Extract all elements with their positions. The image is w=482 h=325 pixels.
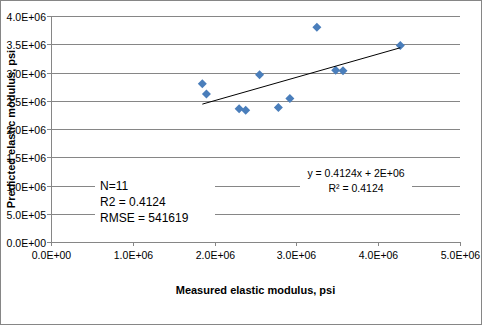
- x-axis: [51, 242, 460, 243]
- grid-line: [51, 73, 460, 74]
- data-point: [202, 89, 211, 98]
- grid-line: [51, 129, 460, 130]
- grid-line: [51, 242, 460, 243]
- y-axis: [51, 16, 52, 242]
- y-tick: [47, 186, 51, 187]
- x-tick-label: 1.0E+06: [114, 249, 154, 261]
- data-point: [255, 70, 264, 79]
- x-tick-label: 3.0E+06: [277, 249, 317, 261]
- y-tick: [47, 157, 51, 158]
- data-point: [241, 106, 250, 115]
- y-tick-label: 5.0E+05: [7, 209, 47, 221]
- y-tick: [47, 101, 51, 102]
- equation-box: [300, 164, 412, 196]
- x-tick-label: 0.0E+00: [32, 249, 72, 261]
- annotation: y = 0.4124x + 2E+06: [307, 167, 404, 179]
- data-point: [274, 103, 283, 112]
- data-point: [312, 23, 321, 32]
- annotation: N=11: [100, 179, 128, 193]
- x-tick-label: 2.0E+06: [196, 249, 236, 261]
- annotation: R2 = 0.4124: [100, 195, 166, 209]
- y-tick-label: 3.5E+06: [7, 39, 47, 51]
- x-tick-label: 5.0E+06: [441, 249, 481, 261]
- x-tick-label: 4.0E+06: [359, 249, 399, 261]
- chart: 0.0E+005.0E+051.0E+061.5E+062.0E+062.5E+…: [0, 0, 482, 325]
- y-tick: [47, 73, 51, 74]
- data-point: [198, 79, 207, 88]
- annotation: R² = 0.4124: [328, 182, 383, 194]
- y-tick: [47, 214, 51, 215]
- trendline: [202, 48, 400, 104]
- y-tick: [47, 44, 51, 45]
- y-axis-title: Predicted elastic modulus, psi: [5, 50, 17, 208]
- y-tick: [47, 242, 51, 243]
- data-point: [339, 66, 348, 75]
- data-point: [285, 94, 294, 103]
- data-point: [235, 104, 244, 113]
- plot-area: [198, 23, 405, 115]
- y-tick: [47, 16, 51, 17]
- y-tick: [47, 129, 51, 130]
- grid-line: [51, 157, 460, 158]
- grid-line: [51, 101, 460, 102]
- annotation-box: [95, 176, 215, 226]
- grid-line: [51, 16, 460, 17]
- x-axis-title: Measured elastic modulus, psi: [176, 284, 336, 296]
- annotation: RMSE = 541619: [100, 211, 189, 225]
- y-tick-label: 0.0E+00: [7, 237, 47, 249]
- chart-border: [1, 1, 482, 325]
- x-tick: [460, 242, 461, 246]
- y-tick-label: 4.0E+06: [7, 11, 47, 23]
